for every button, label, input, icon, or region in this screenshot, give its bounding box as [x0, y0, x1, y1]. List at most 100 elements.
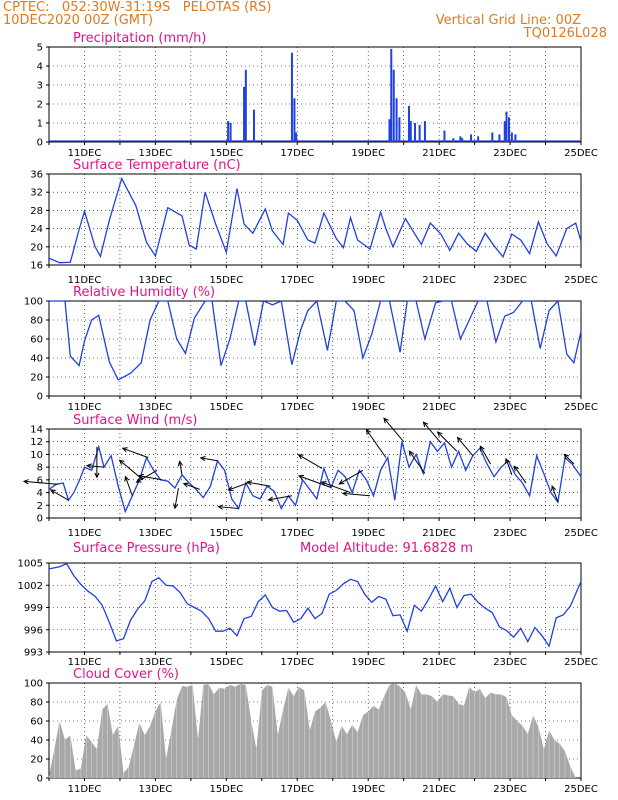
wind-arrow	[551, 485, 559, 503]
y-tick-label: 16	[30, 261, 43, 272]
x-tick-label: 17DEC	[280, 275, 314, 286]
y-tick-label: 4	[37, 488, 43, 499]
wind-arrow-head	[124, 475, 130, 482]
y-tick-label: 36	[30, 170, 43, 181]
wind-arrow-head	[267, 496, 274, 502]
precip-bar	[295, 132, 298, 142]
precip-bar	[409, 121, 412, 142]
precip-bar	[395, 98, 398, 142]
x-tick-label: 11DEC	[68, 657, 102, 668]
panel-title: Surface Temperature (nC)	[73, 158, 241, 173]
y-tick-label: 5	[37, 43, 43, 54]
precip-bar	[388, 119, 391, 142]
wind-arrow-head	[408, 450, 414, 457]
x-tick-label: 19DEC	[351, 402, 385, 413]
precip-bar	[244, 69, 247, 142]
x-tick-label: 15DEC	[209, 148, 243, 159]
x-tick-label: 21DEC	[422, 528, 456, 539]
precip-bar	[505, 111, 508, 142]
y-tick-label: 100	[24, 679, 43, 690]
model-altitude-label: Model Altitude: 91.6828 m	[300, 541, 473, 556]
x-tick-label: 21DEC	[422, 402, 456, 413]
x-tick-label: 23DEC	[493, 528, 527, 539]
y-tick-label: 999	[24, 603, 43, 614]
x-tick-label: 11DEC	[68, 784, 102, 795]
wind-arrow	[342, 492, 371, 497]
precip-bar	[459, 136, 462, 142]
precip-bar	[508, 117, 511, 142]
wind-arrow-head	[563, 453, 570, 460]
y-tick-label: 2	[37, 100, 43, 111]
y-tick-label: 8	[37, 463, 43, 474]
x-tick-label: 11DEC	[68, 148, 102, 159]
x-tick-label: 25DEC	[564, 275, 598, 286]
header-line2: 10DEC2020 00Z (GMT)	[3, 13, 154, 28]
precip-bar	[498, 134, 501, 142]
wind-arrow	[383, 417, 405, 443]
wind-arrow-head	[227, 486, 234, 492]
precip-bar	[414, 123, 417, 142]
wind-arrow-head	[297, 454, 304, 460]
x-tick-label: 15DEC	[209, 657, 243, 668]
y-tick-label: 10	[30, 450, 43, 461]
y-tick-label: 100	[24, 297, 43, 308]
y-tick-label: 2	[37, 501, 43, 512]
y-tick-label: 14	[30, 425, 43, 436]
wind-arrow	[298, 475, 332, 488]
wind-arrow-head	[137, 473, 145, 480]
y-tick-label: 0	[37, 138, 43, 149]
wind-arrow	[423, 421, 442, 444]
x-tick-label: 19DEC	[351, 528, 385, 539]
y-tick-label: 20	[30, 242, 43, 253]
x-tick-label: 15DEC	[209, 402, 243, 413]
x-tick-label: 13DEC	[139, 275, 173, 286]
x-tick-label: 11DEC	[68, 275, 102, 286]
precip-bar	[443, 130, 446, 142]
wind-arrow-head	[135, 477, 142, 483]
y-tick-label: 80	[30, 316, 43, 327]
x-tick-label: 13DEC	[139, 402, 173, 413]
wind-arrow-head	[246, 480, 253, 486]
wind-arrow	[124, 476, 133, 496]
x-tick-label: 25DEC	[564, 657, 598, 668]
precip-bar	[461, 138, 464, 142]
wind-arrow	[50, 489, 69, 501]
panel-title: Surface Wind (m/s)	[73, 413, 197, 428]
wind-arrow-head	[85, 463, 92, 469]
x-tick-label: 15DEC	[209, 275, 243, 286]
x-tick-label: 23DEC	[493, 657, 527, 668]
wind-arrow-head	[422, 421, 429, 428]
x-tick-label: 19DEC	[351, 148, 385, 159]
x-tick-label: 19DEC	[351, 657, 385, 668]
wind-arrow	[321, 481, 351, 494]
x-tick-label: 13DEC	[139, 657, 173, 668]
precip-bar	[407, 105, 410, 142]
wind-arrow	[247, 481, 271, 487]
x-tick-label: 17DEC	[280, 657, 314, 668]
wind-arrow	[268, 495, 293, 501]
x-tick-label: 23DEC	[493, 148, 527, 159]
x-tick-label: 13DEC	[139, 528, 173, 539]
precip-bar	[514, 134, 517, 142]
y-tick-label: 20	[30, 755, 43, 766]
wind-arrow-head	[173, 503, 179, 510]
precip-bar	[452, 138, 455, 142]
x-tick-label: 25DEC	[564, 528, 598, 539]
series-line	[48, 562, 582, 648]
wind-arrow-head	[456, 436, 463, 443]
wind-arrow-head	[22, 479, 29, 485]
wind-arrow-head	[505, 457, 510, 464]
y-tick-label: 32	[30, 188, 43, 199]
panel-title: Relative Humidity (%)	[73, 285, 215, 300]
x-tick-label: 23DEC	[493, 275, 527, 286]
precip-bar	[423, 121, 426, 142]
y-tick-label: 12	[30, 437, 43, 448]
y-tick-label: 0	[37, 392, 43, 403]
wind-arrow	[366, 429, 387, 458]
panel-title: Precipitation (mm/h)	[73, 31, 206, 46]
y-tick-label: 3	[37, 81, 43, 92]
precip-bar	[510, 132, 513, 142]
wind-arrow	[505, 458, 513, 475]
y-tick-label: 0	[37, 514, 43, 525]
wind-arrow-head	[513, 465, 519, 472]
